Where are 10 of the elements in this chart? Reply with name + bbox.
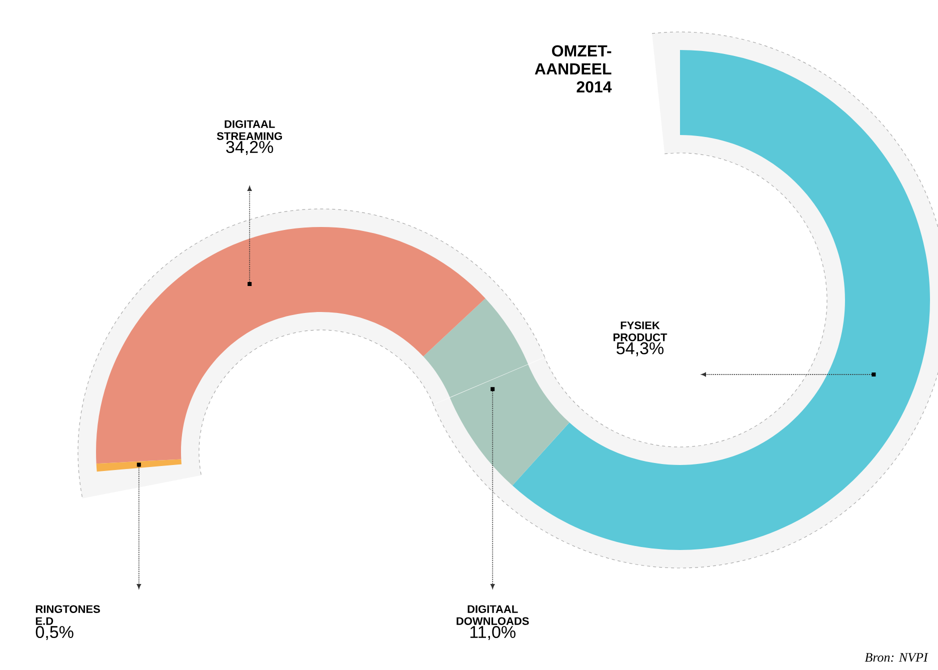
text: OMZET-AANDEEL 2014	[534, 45, 612, 93]
data-label: 11,0%	[470, 626, 516, 640]
category-label: DIGITAAL STREAMING	[216, 120, 282, 140]
data-label: 0,5%	[36, 626, 74, 640]
category-label: DIGITAAL DOWNLOADS	[456, 605, 529, 625]
data-label: 34,2%	[226, 141, 274, 156]
text: Bron: NVPI	[864, 653, 928, 662]
category-label: RINGTONES E.D	[36, 605, 100, 625]
data-label: 54,3%	[616, 342, 664, 356]
category-label: FYSIEK PRODUCT	[614, 321, 668, 342]
